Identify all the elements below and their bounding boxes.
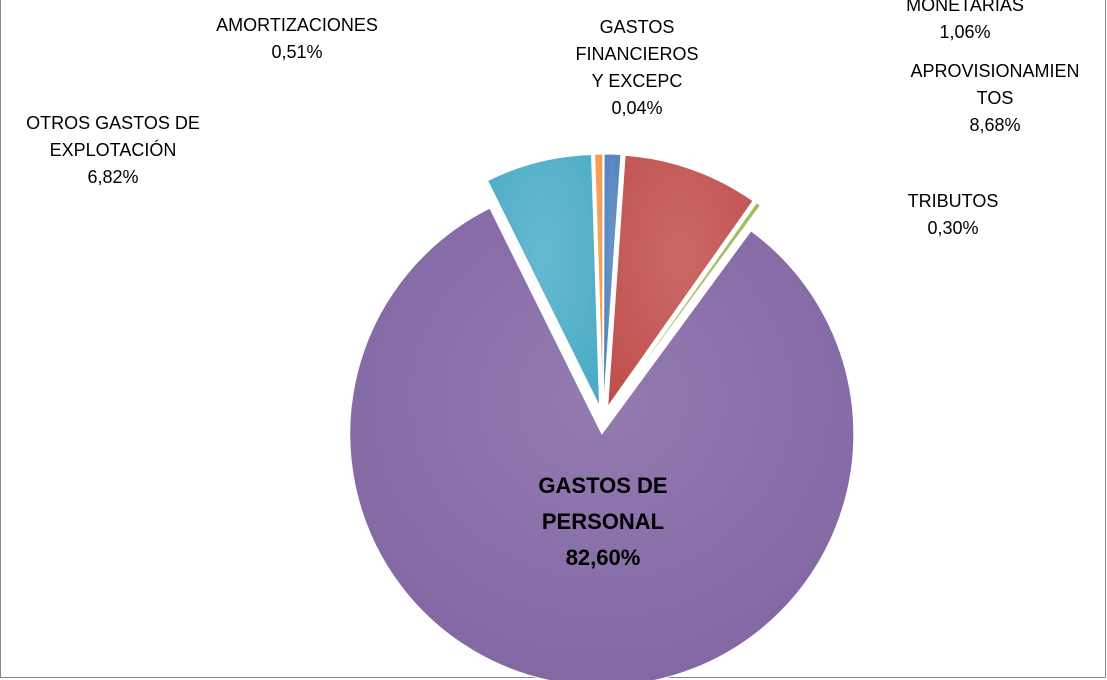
slice-value: 6,82% [87, 167, 139, 187]
slice-label: OTROS GASTOS DE EXPLOTACIÓN 6,82% [8, 110, 218, 191]
slice-label: MONETARIAS 1,06% [865, 0, 1065, 46]
slice-value: 0,30% [927, 218, 979, 238]
slice-value: 82,60% [565, 545, 641, 570]
slice-label: AMORTIZACIONES 0,51% [197, 12, 397, 66]
slice-name: TRIBUTOS [907, 191, 999, 211]
slice-name: AMORTIZACIONES [216, 15, 378, 35]
slice-name: GASTOS DE PERSONAL [538, 473, 668, 534]
slice-value: 0,51% [271, 42, 323, 62]
pie-slice [610, 202, 762, 409]
slice-name: MONETARIAS [906, 0, 1024, 15]
slice-name: GASTOS FINANCIEROS Y EXCEPC [575, 17, 699, 91]
slice-value: 0,04% [611, 98, 663, 118]
pie-slice [349, 207, 855, 680]
pie-slice [594, 153, 604, 407]
pie-slice [607, 154, 754, 409]
slice-name: OTROS GASTOS DE EXPLOTACIÓN [26, 113, 200, 160]
pie-slice [486, 154, 601, 407]
slice-label: GASTOS DE PERSONAL 82,60% [518, 468, 688, 576]
slice-name: APROVISIONAMIENTOS [910, 61, 1080, 108]
slice-label: GASTOS FINANCIEROS Y EXCEPC 0,04% [570, 14, 705, 122]
slice-value: 1,06% [939, 22, 991, 42]
slice-label: TRIBUTOS 0,30% [873, 188, 1033, 242]
slice-value: 8,68% [969, 115, 1021, 135]
pie-slice [603, 153, 622, 407]
slice-label: APROVISIONAMIENTOS 8,68% [909, 58, 1081, 139]
